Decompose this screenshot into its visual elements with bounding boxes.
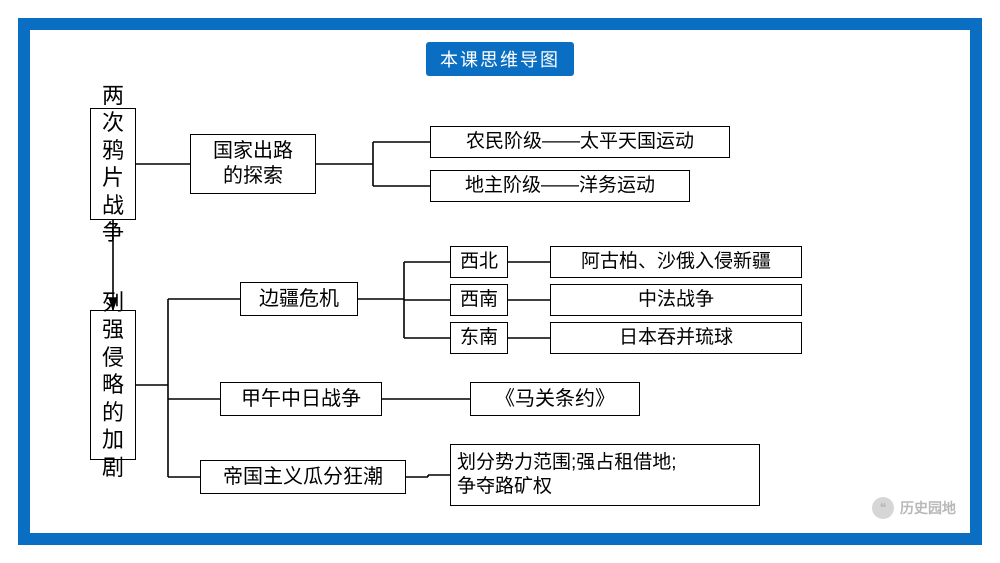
node-c11: 农民阶级——太平天国运动 — [430, 126, 730, 158]
node-b2: 边疆危机 — [240, 282, 358, 316]
node-b4: 帝国主义瓜分狂潮 — [200, 460, 406, 494]
node-b1: 国家出路的探索 — [190, 134, 316, 194]
node-c41: 划分势力范围;强占租借地;争夺路矿权 — [450, 444, 760, 506]
node-c31: 《马关条约》 — [470, 382, 640, 416]
outer-frame: 本课思维导图 两次鸦片战争列强侵略的加剧 国家出路的探索边疆危机甲午中日战争帝国主… — [18, 18, 982, 545]
node-d21: 阿古柏、沙俄入侵新疆 — [550, 246, 802, 278]
watermark: ❝ 历史园地 — [872, 497, 956, 519]
node-d22: 中法战争 — [550, 284, 802, 316]
node-b3: 甲午中日战争 — [220, 382, 382, 416]
node-d23: 日本吞并琉球 — [550, 322, 802, 354]
watermark-icon: ❝ — [872, 497, 894, 519]
node-c22: 西南 — [450, 284, 508, 316]
node-c21: 西北 — [450, 246, 508, 278]
node-root2: 列强侵略的加剧 — [90, 310, 136, 460]
watermark-text: 历史园地 — [900, 498, 956, 518]
diagram-title: 本课思维导图 — [426, 42, 574, 76]
diagram-canvas: 两次鸦片战争列强侵略的加剧 国家出路的探索边疆危机甲午中日战争帝国主义瓜分狂潮 农民… — [30, 74, 970, 533]
node-root1: 两次鸦片战争 — [90, 108, 136, 220]
node-c12: 地主阶级——洋务运动 — [430, 170, 690, 202]
node-c23: 东南 — [450, 322, 508, 354]
